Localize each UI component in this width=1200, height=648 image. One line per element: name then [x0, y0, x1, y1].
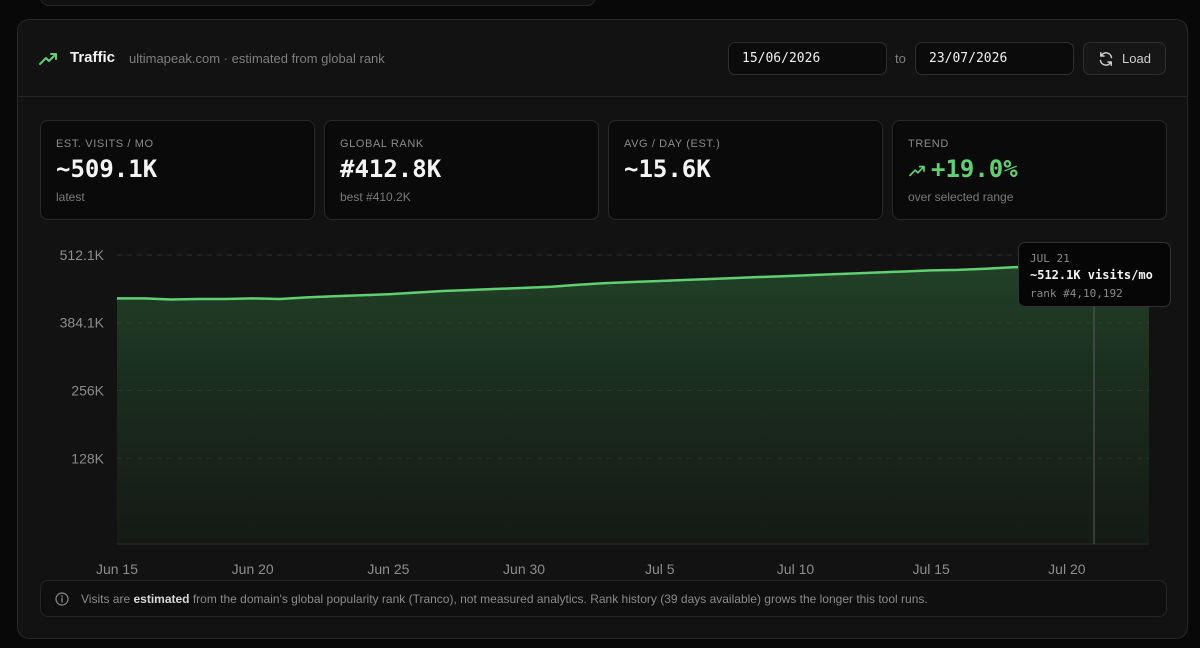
y-tick-label: 384.1K [60, 315, 105, 331]
info-notice: Visits are estimated from the domain's g… [40, 580, 1167, 617]
x-tick-label: Jun 30 [503, 561, 545, 575]
x-tick-label: Jul 15 [912, 561, 950, 575]
refresh-icon [1099, 51, 1113, 66]
stat-label: GLOBAL RANK [340, 138, 424, 150]
y-tick-label: 128K [71, 450, 104, 466]
tooltip-rank: rank #4,10,192 [1030, 287, 1123, 300]
panel-title: Traffic [70, 49, 116, 66]
tooltip-date: JUL 21 [1030, 252, 1070, 265]
y-tick-label: 512.1K [60, 247, 105, 263]
stat-card-rank: GLOBAL RANK #412.8K best #410.2K [324, 120, 599, 220]
x-tick-label: Jun 15 [96, 561, 138, 575]
stat-label: AVG / DAY (EST.) [624, 138, 721, 150]
stat-card-visits: EST. VISITS / MO ~509.1K latest [40, 120, 315, 220]
x-tick-label: Jul 10 [777, 561, 815, 575]
traffic-chart[interactable]: 128K 256K 384.1K 512.1K Jun 15 Jun 20 Jun 25 Ju… [18, 235, 1187, 575]
traffic-panel: Traffic ultimapeak.com · estimated from … [17, 19, 1188, 639]
stat-card-trend: TREND +19.0% over selected range [892, 120, 1167, 220]
load-button[interactable]: Load [1083, 42, 1166, 75]
stat-sub: latest [56, 190, 85, 204]
date-to-input[interactable] [915, 42, 1074, 75]
stat-value: +19.0% [931, 155, 1018, 183]
series-line [117, 253, 1095, 301]
stat-value: ~509.1K [56, 155, 158, 183]
tooltip-value: ~512.1K visits/mo [1030, 268, 1153, 282]
date-from-input[interactable] [728, 42, 887, 75]
previous-panel-edge [40, 0, 596, 6]
panel-subtitle: ultimapeak.com · estimated from global r… [129, 51, 385, 66]
x-tick-label: Jun 25 [367, 561, 409, 575]
trending-up-icon [39, 53, 57, 65]
stat-label: TREND [908, 138, 949, 150]
y-tick-label: 256K [71, 383, 104, 399]
stat-label: EST. VISITS / MO [56, 138, 154, 150]
load-button-label: Load [1122, 51, 1151, 66]
info-text: Visits are estimated from the domain's g… [81, 592, 928, 606]
to-label: to [895, 51, 906, 66]
stat-sub: best #410.2K [340, 190, 411, 204]
x-tick-label: Jul 20 [1048, 561, 1086, 575]
stat-card-avg-day: AVG / DAY (EST.) ~15.6K [608, 120, 883, 220]
x-tick-label: Jul 5 [645, 561, 675, 575]
stat-value: ~15.6K [624, 155, 711, 183]
info-icon [55, 592, 69, 606]
panel-header: Traffic ultimapeak.com · estimated from … [18, 20, 1187, 97]
trending-up-icon [909, 165, 925, 177]
series-area [117, 255, 1149, 544]
stat-sub: over selected range [908, 190, 1014, 204]
chart-tooltip: JUL 21 ~512.1K visits/mo rank #4,10,192 [1018, 242, 1171, 307]
traffic-chart-svg: 128K 256K 384.1K 512.1K Jun 15 Jun 20 Jun 25 Ju… [60, 247, 1149, 575]
x-tick-label: Jun 20 [232, 561, 274, 575]
stat-value: #412.8K [340, 155, 442, 183]
